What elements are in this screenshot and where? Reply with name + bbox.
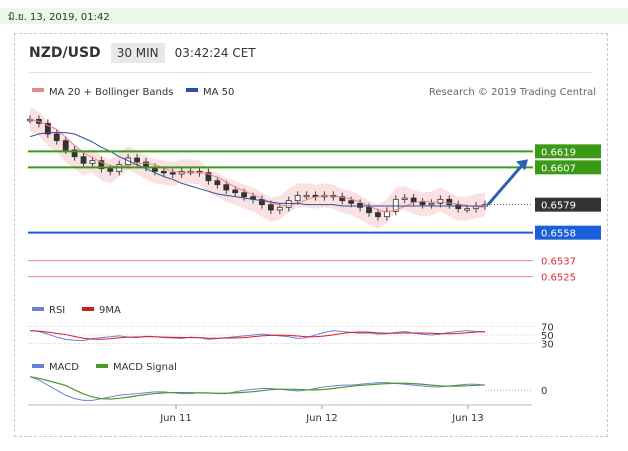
ma50-legend-label: MA 50 [203,87,234,98]
chart-header: NZD/USD 30 MIN 03:42:24 CET [29,43,256,63]
levels-group: 0.6619 0.6607 0.6579 0.6558 0.6537 0.6525 [28,144,601,284]
candle-body [294,194,301,202]
signal-legend-swatch [96,364,108,368]
candle-body [44,122,51,135]
x-tick-label: Jun 13 [451,413,484,424]
candle-body [89,160,96,164]
date-text: มิ.ย. 13, 2019, 01:42 [8,12,110,23]
level-tag [535,160,601,175]
candle-body [348,200,355,204]
candle-body [62,140,69,151]
macd-tick-label: 0 [541,386,547,397]
forecast-arrow [486,164,524,206]
candle-body [53,133,60,142]
candle-body [375,212,381,218]
ma50-line [29,132,485,207]
signal-legend-label: MACD Signal [113,362,177,373]
candle-body [419,201,426,206]
ma20-line [29,118,485,213]
date-bar: มิ.ย. 13, 2019, 01:42 [0,8,628,24]
candle-body [464,208,471,211]
level-tag [535,225,601,240]
rsi-tick-label: 50 [541,331,554,342]
candle-body [107,168,114,172]
ma9-legend-label: 9MA [99,305,121,316]
rsi-legend-label: RSI [49,305,65,316]
signal-line [29,376,486,400]
level-tag [535,197,601,212]
candle-body [401,197,408,200]
x-axis: Jun 11 Jun 12 Jun 13 [159,405,484,424]
macd-line [29,376,486,401]
forecast-arrow-head [516,159,528,171]
time-label: 03:42:24 CET [174,46,256,60]
candle-body [241,192,248,198]
candle-body [214,180,221,186]
level-label: 0.6525 [541,273,576,284]
candle-body [205,172,212,182]
level-label: 0.6537 [541,257,576,268]
candle-body [303,194,310,198]
candle-body [437,198,444,204]
macd-legend-label: MACD [49,362,79,373]
candle-body [455,204,462,210]
candle-body [285,200,292,208]
candle-body [134,157,140,163]
header-divider [29,72,593,73]
candle-body [160,170,167,174]
ma20-legend-label: MA 20 + Bollinger Bands [49,87,173,98]
ma50-legend-swatch [186,88,198,92]
timeframe-button[interactable]: 30 MIN [110,43,165,63]
candle-body [392,198,399,212]
candle-body [357,202,363,208]
pair-label: NZD/USD [29,45,101,61]
candle-body [98,160,105,170]
candle-body [276,206,283,211]
chart-panel: NZD/USD 30 MIN 03:42:24 CET [14,33,608,437]
level-label: 0.6558 [541,229,576,240]
rsi-line [29,330,486,342]
candle-body [169,172,176,175]
credit-label: Research © 2019 Trading Central [429,87,596,98]
candle-body [232,189,239,194]
ma9-legend-swatch [82,307,94,311]
level-label: 0.6619 [541,147,576,158]
candle-body [428,202,435,206]
candle-body [383,210,390,218]
candle-body [410,197,417,203]
ma9-line [29,330,486,340]
x-tick-label: Jun 12 [305,413,338,424]
candle-body [339,196,346,202]
candle-body [267,204,274,211]
rsi-tick-label: 70 [541,322,554,333]
rsi-legend-swatch [32,307,44,311]
ma20-legend-swatch [32,88,44,92]
candle-body [259,198,265,206]
candle-body [80,156,87,164]
rsi-tick-label: 30 [541,340,554,351]
candle-body [366,206,372,214]
level-label: 0.6607 [541,163,576,174]
level-label: 0.6579 [541,201,576,212]
level-tag [535,144,601,159]
candle-body [223,184,230,191]
candle-body [71,149,78,158]
x-tick-label: Jun 11 [159,413,192,424]
candle-body [446,198,453,206]
macd-pane: 0 [29,376,547,401]
macd-legend-swatch [32,364,44,368]
